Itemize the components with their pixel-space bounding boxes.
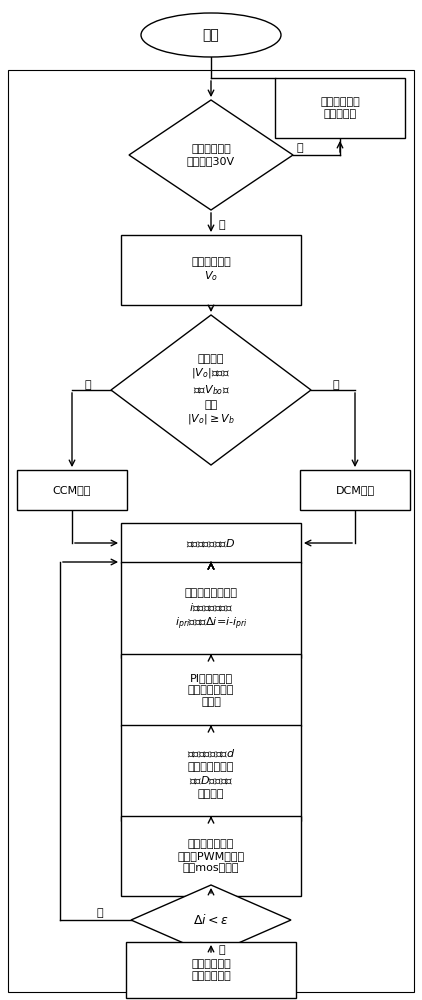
Text: 交流小信号占空$d$
比与稳态占空比
叠加$D$，计算总
的占空比: 交流小信号占空$d$ 比与稳态占空比 叠加$D$，计算总 的占空比 [187,747,235,799]
Text: 待机，检测光
伏输入电压: 待机，检测光 伏输入电压 [320,97,360,119]
Bar [121,725,301,821]
Text: 开始: 开始 [203,28,219,42]
Text: 是: 是 [85,380,91,390]
Text: 控制光伏逆变
器的并网输出: 控制光伏逆变 器的并网输出 [191,959,231,981]
Polygon shape [131,885,291,955]
Text: CCM模式: CCM模式 [53,485,91,495]
Ellipse shape [141,13,281,57]
Text: 光伏输入电压
是否高于30V: 光伏输入电压 是否高于30V [187,144,235,166]
Text: DCM模式: DCM模式 [335,485,375,495]
Text: 否: 否 [333,380,339,390]
Bar [121,562,301,658]
Text: PI谐振控制器
计算交流小信号
占空比: PI谐振控制器 计算交流小信号 占空比 [188,673,234,707]
Text: 并网电压
$|V_o|$与边界
电压$V_{bo}$比
较，
$|V_o|\geq V_b$: 并网电压 $|V_o|$与边界 电压$V_{bo}$比 较， $|V_o|\ge… [187,354,235,426]
Text: 否: 否 [297,143,303,153]
Bar [275,78,405,138]
Text: $\Delta i < \varepsilon$: $\Delta i < \varepsilon$ [193,913,229,927]
Polygon shape [111,315,311,465]
Text: 计算稳态占空比$D$: 计算稳态占空比$D$ [187,537,235,549]
Text: 是: 是 [219,220,225,230]
Bar [126,942,296,998]
Bar [121,816,301,896]
Bar [121,523,301,563]
Text: 检测并网电压
$V_o$: 检测并网电压 $V_o$ [191,257,231,283]
Text: 根据总占空比发
相应的PWM波控制
前级mos管动作: 根据总占空比发 相应的PWM波控制 前级mos管动作 [177,839,245,873]
Text: 是: 是 [219,945,225,955]
Polygon shape [129,100,293,210]
Bar [17,470,127,510]
Bar [121,235,301,305]
Text: 检测前级输入电流
$i$，计算基准电流
$i_{pri}$，计算$\Delta i$=$i$-$i_{pri}$: 检测前级输入电流 $i$，计算基准电流 $i_{pri}$，计算$\Delta … [175,588,247,632]
Text: 否: 否 [97,908,103,918]
Bar [121,654,301,726]
Bar [300,470,410,510]
